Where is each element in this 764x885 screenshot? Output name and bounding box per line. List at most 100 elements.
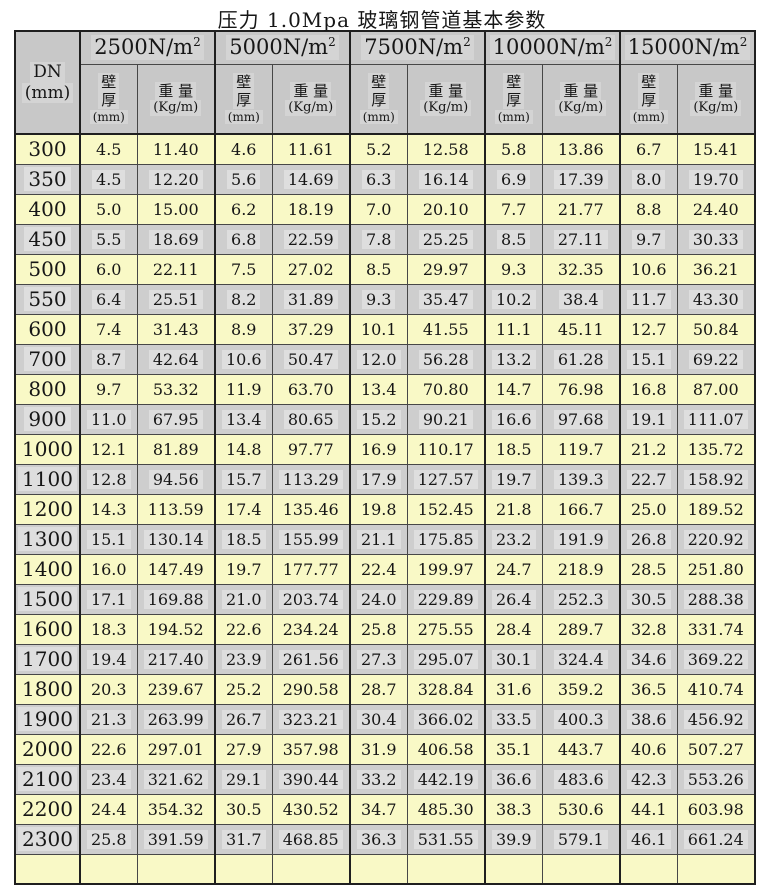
weight-header-label: 重 量 <box>425 81 467 100</box>
weight-cell: 155.99 <box>271 523 351 555</box>
load-group-header-15000: 15000N/m2 <box>619 30 756 65</box>
wall-thickness-cell: 25.8 <box>349 613 408 645</box>
weight-value: 15.00 <box>152 199 199 219</box>
dn-value: 2100 <box>18 767 77 791</box>
weight-value: 50.47 <box>283 349 338 369</box>
weight-value: 252.3 <box>553 589 608 609</box>
wall-thickness-value: 42.3 <box>626 769 671 789</box>
weight-value: 191.9 <box>553 529 608 549</box>
wall-thickness-cell: 12.0 <box>349 343 408 375</box>
load-group-header-5000: 5000N/m2 <box>214 30 351 65</box>
weight-cell: 18.19 <box>271 193 351 225</box>
wall-thickness-value: 6.2 <box>231 199 257 219</box>
empty-cell <box>484 853 543 885</box>
weight-value: 357.98 <box>282 739 339 759</box>
wall-thickness-cell: 39.9 <box>484 823 543 855</box>
weight-cell: 119.7 <box>541 433 621 465</box>
weight-value: 12.58 <box>422 139 469 159</box>
weight-cell: 45.11 <box>541 313 621 345</box>
wall-header-unit: (mm) <box>359 109 398 124</box>
dn-cell: 1400 <box>14 553 81 585</box>
weight-value: 76.98 <box>557 379 604 399</box>
weight-cell: 32.35 <box>541 253 621 285</box>
weight-value: 321.62 <box>143 769 208 789</box>
wall-thickness-value: 23.2 <box>491 529 536 549</box>
weight-cell: 50.47 <box>271 343 351 375</box>
dn-value: 1200 <box>22 497 73 521</box>
wall-thickness-cell: 30.1 <box>484 643 543 675</box>
weight-value: 328.84 <box>417 679 474 699</box>
wall-thickness-value: 25.0 <box>630 499 667 519</box>
weight-cell: 354.32 <box>136 793 216 825</box>
dn-cell: 800 <box>14 373 81 405</box>
weight-value: 483.6 <box>553 769 608 789</box>
weight-cell: 297.01 <box>136 733 216 765</box>
weight-value: 239.67 <box>147 679 204 699</box>
wall-thickness-value: 29.1 <box>221 769 266 789</box>
load-value: 5000 <box>229 35 283 60</box>
wall-thickness-value: 6.7 <box>636 139 662 159</box>
wall-thickness-cell: 5.5 <box>79 223 138 255</box>
weight-value: 323.21 <box>278 709 343 729</box>
weight-value: 53.32 <box>152 379 199 399</box>
weight-value: 139.3 <box>553 469 608 489</box>
wall-thickness-value: 21.3 <box>86 709 131 729</box>
wall-thickness-cell: 6.4 <box>79 283 138 315</box>
weight-value: 27.02 <box>287 259 334 279</box>
wall-thickness-cell: 11.9 <box>214 373 273 405</box>
dn-cell: 1700 <box>14 643 81 675</box>
table-row: 900 11.0 67.95 13.4 80.65 15.2 90.21 16.6 97.68 1… <box>14 403 756 435</box>
wall-header-char-1: 壁 <box>98 73 120 92</box>
wall-thickness-value: 23.9 <box>221 649 266 669</box>
table-row: 1400 16.0 147.49 19.7 177.77 22.4 199.97 24.7 21… <box>14 553 756 585</box>
wall-thickness-cell: 21.8 <box>484 493 543 525</box>
dn-value: 1800 <box>22 677 73 701</box>
weight-value: 21.77 <box>557 199 604 219</box>
wall-thickness-cell: 44.1 <box>619 793 678 825</box>
table-row: 1200 14.3 113.59 17.4 135.46 19.8 152.45 21.8 16… <box>14 493 756 525</box>
weight-value: 11.61 <box>287 139 334 159</box>
weight-cell: 97.68 <box>541 403 621 435</box>
table-row: 1700 19.4 217.40 23.9 261.56 27.3 295.07 30.1 32… <box>14 643 756 675</box>
dn-cell: 550 <box>14 283 81 315</box>
load-unit-exponent: 2 <box>604 35 613 50</box>
load-unit: N/m <box>282 35 329 60</box>
weight-cell: 43.30 <box>676 283 756 315</box>
weight-value: 218.9 <box>557 559 604 579</box>
wall-thickness-value: 18.3 <box>90 619 127 639</box>
weight-cell: 14.69 <box>271 163 351 195</box>
wall-thickness-cell: 20.3 <box>79 673 138 705</box>
dn-cell: 1100 <box>14 463 81 495</box>
table-row: 500 6.0 22.11 7.5 27.02 8.5 29.97 9.3 32.35 10.6 3… <box>14 253 756 285</box>
wall-thickness-value: 31.6 <box>495 679 532 699</box>
wall-thickness-value: 36.6 <box>491 769 536 789</box>
wall-thickness-value: 9.7 <box>632 229 666 249</box>
pipe-parameters-table: DN (mm) 2500N/m2 5000N/m2 7500N/m2 10000… <box>14 30 757 885</box>
weight-value: 177.77 <box>282 559 339 579</box>
weight-cell: 12.20 <box>136 163 216 195</box>
wall-thickness-value: 7.7 <box>501 199 527 219</box>
wall-thickness-value: 30.5 <box>626 589 671 609</box>
weight-value: 18.69 <box>148 229 203 249</box>
weight-cell: 410.74 <box>676 673 756 705</box>
weight-value: 199.97 <box>417 559 474 579</box>
wall-header-char-2: 厚 <box>638 91 660 110</box>
weight-cell: 485.30 <box>406 793 486 825</box>
wall-thickness-value: 46.1 <box>626 829 671 849</box>
weight-cell: 169.88 <box>136 583 216 615</box>
wall-thickness-header: 壁 厚 (mm) <box>79 63 138 135</box>
wall-thickness-value: 28.4 <box>495 619 532 639</box>
wall-thickness-value: 8.2 <box>227 289 261 309</box>
wall-thickness-value: 9.3 <box>362 289 396 309</box>
weight-cell: 61.28 <box>541 343 621 375</box>
wall-thickness-cell: 16.8 <box>619 373 678 405</box>
weight-cell: 328.84 <box>406 673 486 705</box>
load-unit: N/m <box>417 35 464 60</box>
wall-thickness-value: 25.8 <box>360 619 397 639</box>
table-row: 1100 12.8 94.56 15.7 113.29 17.9 127.57 19.7 139… <box>14 463 756 495</box>
weight-cell: 17.39 <box>541 163 621 195</box>
wall-thickness-cell: 28.5 <box>619 553 678 585</box>
weight-cell: 218.9 <box>541 553 621 585</box>
wall-thickness-cell: 22.6 <box>214 613 273 645</box>
wall-thickness-cell: 24.4 <box>79 793 138 825</box>
